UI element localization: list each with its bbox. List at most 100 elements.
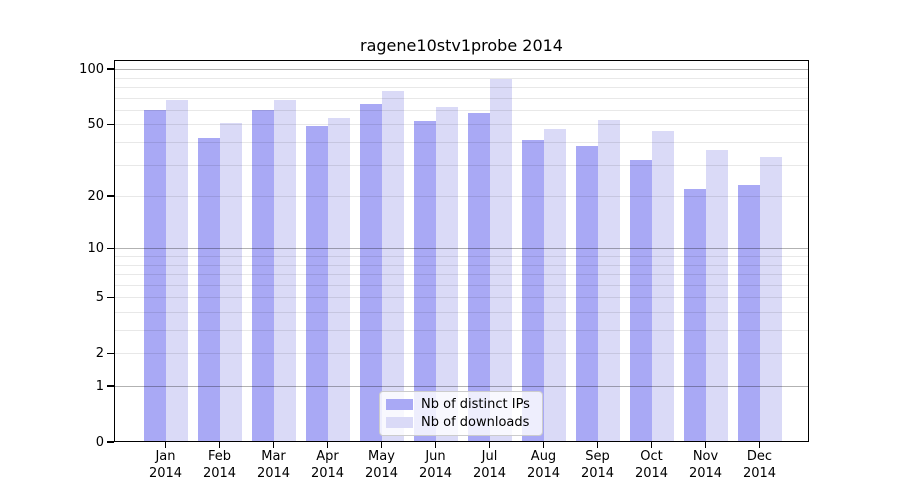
- x-tick-label-aug: Aug 2014: [514, 448, 574, 482]
- bar-distinct-ips-oct: [629, 159, 652, 442]
- x-tick-year-jul: 2014: [472, 466, 507, 481]
- minor-gridline-90: [114, 77, 809, 79]
- y-tick-0: [107, 441, 114, 443]
- x-tick-year-may: 2014: [364, 466, 399, 481]
- x-tick-label-feb: Feb 2014: [190, 448, 250, 482]
- x-tick-label-apr: Apr 2014: [298, 448, 358, 482]
- y-tick-50: [107, 123, 114, 126]
- x-tick-label-may: May 2014: [352, 448, 412, 482]
- minor-gridline-8: [114, 264, 809, 266]
- x-tick-mar: [272, 442, 275, 448]
- x-tick-label-mar: Mar 2014: [244, 448, 304, 482]
- x-tick-label-oct: Oct 2014: [622, 448, 682, 482]
- y-tick-1: [107, 385, 114, 387]
- legend-swatch-downloads-icon: [386, 417, 413, 428]
- bar-distinct-ips-jul: [467, 112, 490, 442]
- x-tick-year-feb: 2014: [202, 466, 237, 481]
- x-tick-jun: [434, 442, 437, 448]
- minor-gridline-60: [114, 109, 809, 111]
- minor-gridline-5: [114, 297, 809, 299]
- bar-downloads-mar: [273, 100, 296, 442]
- x-tick-may: [380, 442, 383, 448]
- legend-label-distinct-ips: Nb of distinct IPs: [421, 397, 530, 412]
- minor-gridline-80: [114, 87, 809, 88]
- bar-downloads-jun: [435, 107, 458, 442]
- x-tick-label-jan: Jan 2014: [136, 448, 196, 482]
- minor-gridline-70: [114, 97, 809, 99]
- x-tick-jan: [164, 442, 167, 448]
- x-tick-label-nov: Nov 2014: [676, 448, 736, 482]
- minor-gridline-2: [114, 353, 809, 355]
- bar-distinct-ips-jun: [413, 121, 436, 442]
- minor-gridline-30: [114, 164, 809, 166]
- minor-gridline-50: [114, 124, 809, 126]
- bar-distinct-ips-apr: [305, 126, 328, 442]
- bar-downloads-sep: [597, 119, 620, 442]
- bar-downloads-apr: [327, 118, 350, 442]
- y-tick-label-5: 5: [95, 289, 104, 305]
- bar-downloads-oct: [651, 131, 674, 442]
- bar-downloads-jul: [489, 79, 512, 442]
- y-tick-2: [107, 352, 114, 354]
- y-tick-20: [107, 195, 114, 197]
- x-tick-label-sep: Sep 2014: [568, 448, 628, 482]
- bar-distinct-ips-dec: [737, 185, 760, 442]
- major-gridline-1: [114, 386, 809, 387]
- x-tick-year-mar: 2014: [256, 466, 291, 481]
- x-tick-aug: [542, 442, 545, 448]
- bar-downloads-aug: [543, 129, 566, 442]
- minor-gridline-40: [114, 142, 809, 143]
- legend-label-downloads: Nb of downloads: [421, 415, 530, 430]
- x-tick-apr: [326, 442, 329, 448]
- x-tick-label-dec: Dec 2014: [730, 448, 790, 482]
- bar-distinct-ips-mar: [251, 109, 274, 442]
- bar-distinct-ips-feb: [197, 138, 220, 442]
- y-tick-5: [107, 296, 114, 298]
- minor-gridline-9: [114, 256, 809, 257]
- bar-distinct-ips-jan: [143, 109, 166, 442]
- y-tick-label-0: 0: [95, 434, 104, 450]
- x-tick-dec: [758, 442, 761, 448]
- x-tick-year-jun: 2014: [418, 466, 453, 481]
- bar-distinct-ips-may: [359, 103, 382, 442]
- x-tick-jul: [488, 442, 491, 448]
- bar-downloads-feb: [219, 122, 242, 442]
- plot-area: Nb of distinct IPs Nb of downloads: [114, 60, 809, 442]
- major-gridline-100: [114, 69, 809, 71]
- legend-row-downloads: Nb of downloads: [386, 415, 542, 430]
- x-tick-oct: [650, 442, 653, 448]
- x-tick-year-oct: 2014: [634, 466, 669, 481]
- minor-gridline-3: [114, 330, 809, 331]
- x-tick-label-jun: Jun 2014: [406, 448, 466, 482]
- minor-gridline-7: [114, 274, 809, 275]
- minor-gridline-6: [114, 284, 809, 286]
- y-tick-label-100: 100: [79, 61, 104, 77]
- y-tick-label-20: 20: [87, 188, 104, 204]
- x-tick-year-sep: 2014: [580, 466, 615, 481]
- bar-distinct-ips-nov: [683, 188, 706, 442]
- y-tick-label-2: 2: [95, 345, 104, 361]
- y-tick-label-50: 50: [87, 116, 104, 132]
- bar-downloads-dec: [759, 157, 782, 442]
- x-tick-sep: [596, 442, 599, 448]
- minor-gridline-4: [114, 312, 809, 313]
- x-tick-year-aug: 2014: [526, 466, 561, 481]
- bar-downloads-jan: [165, 100, 188, 442]
- x-tick-year-dec: 2014: [742, 466, 777, 481]
- legend-swatch-distinct-ips-icon: [386, 399, 413, 410]
- bar-downloads-may: [381, 91, 404, 442]
- chart-title: ragene10stv1probe 2014: [360, 36, 563, 55]
- x-tick-year-nov: 2014: [688, 466, 723, 481]
- y-tick-100: [107, 68, 114, 70]
- legend: Nb of distinct IPs Nb of downloads: [379, 391, 543, 436]
- x-tick-feb: [218, 442, 221, 448]
- y-tick-label-1: 1: [95, 378, 104, 394]
- x-tick-year-jan: 2014: [148, 466, 183, 481]
- bar-downloads-nov: [705, 150, 728, 442]
- legend-row-distinct-ips: Nb of distinct IPs: [386, 397, 542, 412]
- y-tick-10: [107, 247, 114, 250]
- minor-gridline-20: [114, 196, 809, 198]
- x-tick-nov: [704, 442, 707, 448]
- x-tick-label-jul: Jul 2014: [460, 448, 520, 482]
